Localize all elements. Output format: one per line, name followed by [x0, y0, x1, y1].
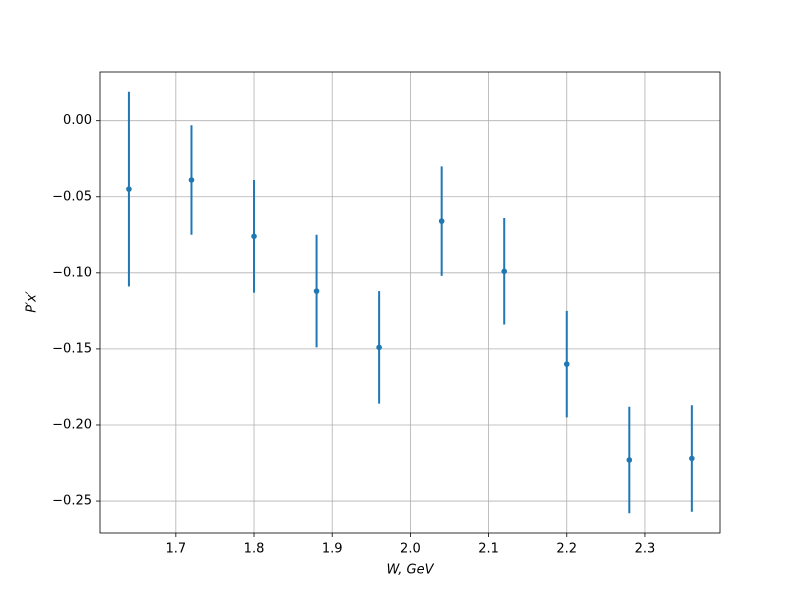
x-tick-label: 2.0: [400, 542, 421, 557]
data-point: [438, 218, 445, 224]
data-point: [626, 457, 633, 463]
data-point: [251, 233, 257, 240]
y-tick-label: −0.20: [52, 417, 92, 432]
y-axis-label: P′x′: [25, 291, 40, 312]
data-point: [689, 455, 695, 462]
data-point: [188, 177, 195, 183]
x-tick-label: 2.2: [556, 542, 577, 557]
x-axis-label: W, GeV: [386, 563, 434, 578]
plot-frame: [99, 71, 721, 534]
data-point: [313, 288, 320, 294]
y-tick-label: −0.15: [52, 341, 92, 356]
y-tick-label: 0.00: [63, 113, 92, 128]
x-tick-label: 2.3: [635, 542, 656, 557]
x-tick-label: 1.9: [322, 542, 343, 557]
data-point: [501, 268, 508, 275]
x-tick-label: 2.1: [478, 542, 499, 557]
y-tick-label: −0.05: [52, 189, 92, 204]
x-tick-label: 1.7: [165, 542, 186, 557]
data-point: [376, 344, 382, 351]
data-point: [563, 361, 570, 367]
x-tick-label: 1.8: [244, 542, 265, 557]
data-point: [126, 186, 132, 192]
y-tick-label: −0.25: [52, 494, 92, 509]
y-tick-label: −0.10: [52, 265, 92, 280]
